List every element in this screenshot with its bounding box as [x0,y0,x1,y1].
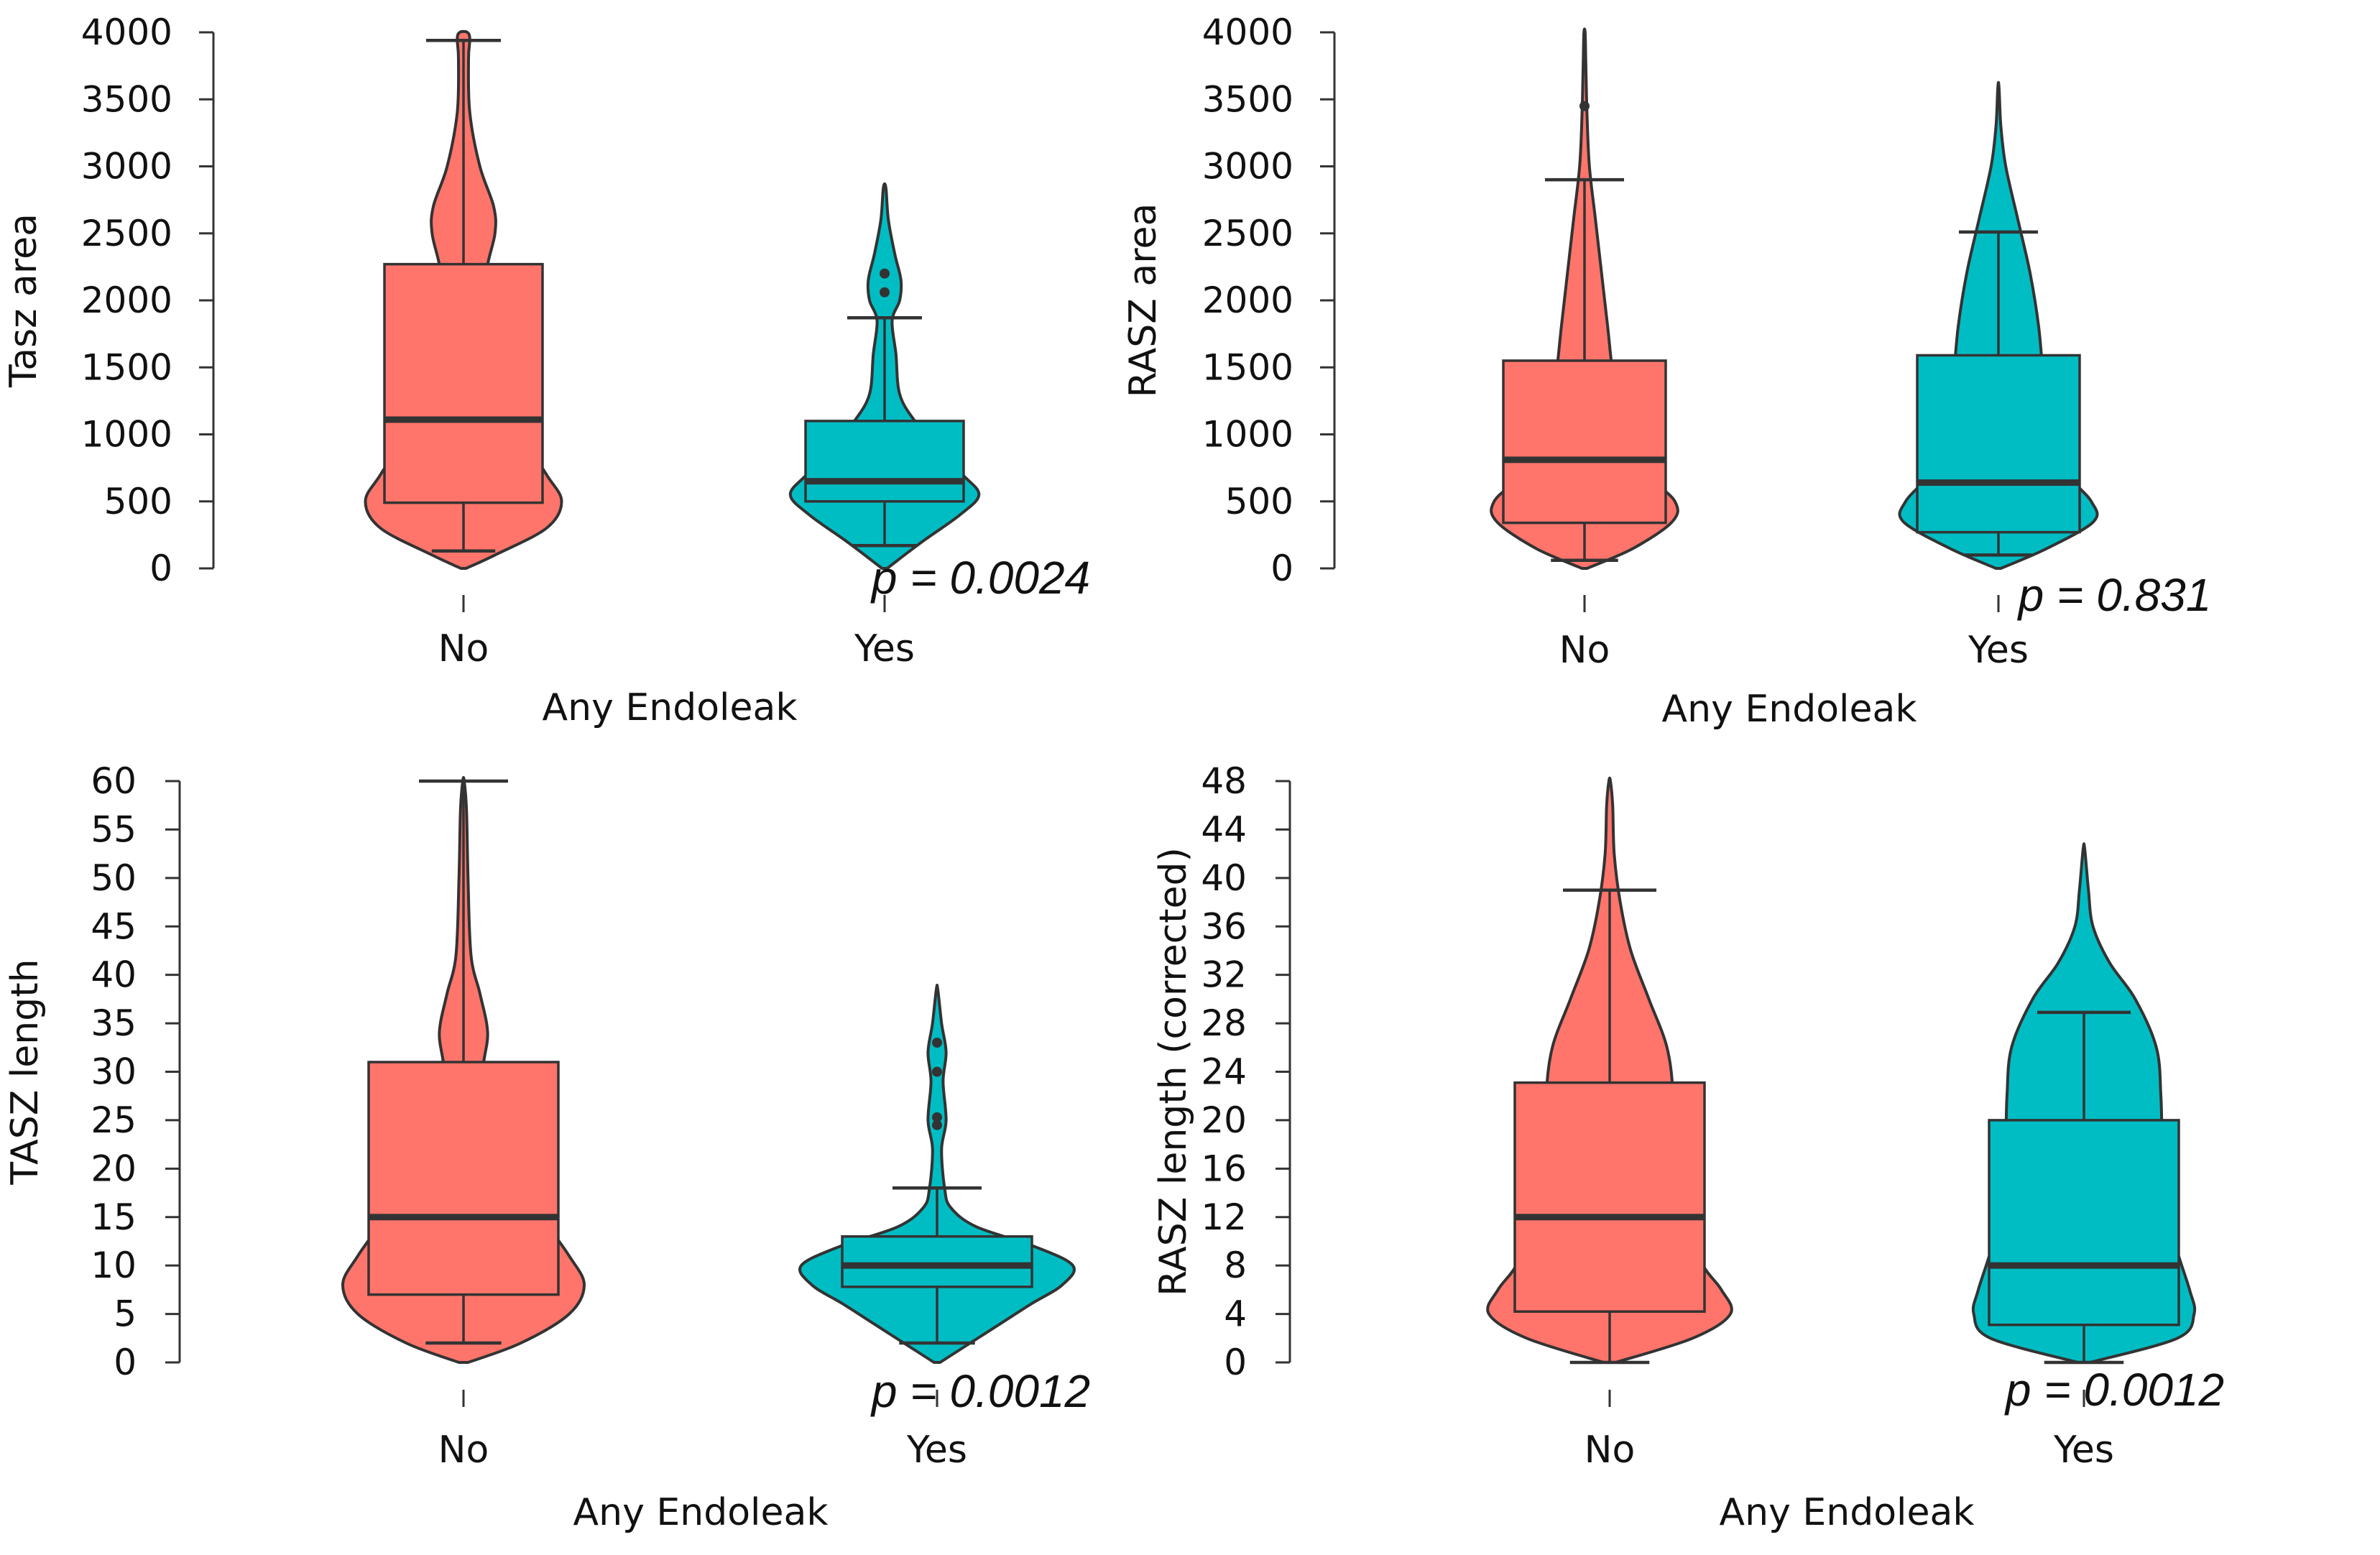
violin-group-no: No [341,775,586,1472]
violin-group-no: No [1490,27,1679,672]
box-iqr [367,1061,560,1296]
x-tick-label-no: No [438,1429,489,1472]
y-tick-label: 1500 [1202,346,1293,388]
outlier-point [932,1112,942,1122]
y-tick-label: 0 [1224,1342,1247,1383]
box-iqr [841,1235,1033,1288]
y-axis-title: RASZ length (corrected) [1152,847,1195,1296]
violin-group-yes: Yes [1971,842,2197,1472]
y-tick-label: 44 [1201,808,1247,850]
y-tick-label: 4000 [1202,11,1293,53]
y-tick-label: 15 [91,1196,137,1238]
y-tick-label: 50 [91,857,137,899]
panel-tasz-length: 0 5 10 15 20 25 30 35 40 45 50 55 60 TASZ length No Yes… [4,760,1090,1534]
outlier-point [932,1066,942,1077]
violin-group-no: No [364,29,563,670]
y-tick-label: 36 [1201,905,1247,947]
outlier-point [880,287,890,297]
y-tick-label: 10 [91,1245,137,1286]
box-iqr [1502,359,1667,525]
y-tick-label: 3000 [1202,146,1293,188]
x-tick-label-yes: Yes [1968,629,2029,672]
violin-group-yes: Yes [788,182,981,670]
x-axis-title: Any Endoleak [1720,1491,1975,1534]
y-tick-label: 45 [91,905,137,947]
x-tick-label-no: No [1585,1429,1636,1472]
x-axis-title: Any Endoleak [573,1491,829,1534]
y-tick-label: 4000 [81,11,172,53]
y-tick-label: 500 [1225,481,1293,522]
y-tick-label: 4 [1224,1293,1247,1335]
y-tick-label: 35 [91,1002,137,1044]
y-tick-label: 8 [1224,1245,1247,1286]
outlier-point [932,1120,942,1130]
x-tick-label-no: No [438,627,489,670]
y-tick-label: 16 [1201,1148,1247,1189]
y-tick-label: 24 [1201,1051,1247,1093]
y-tick-label: 20 [1201,1099,1247,1141]
box-iqr [383,262,544,504]
outlier-point [1579,101,1590,111]
violin-group-yes: Yes [1898,80,2099,672]
y-axis-title: TASZ length [4,959,47,1185]
y-tick-label: 1000 [81,414,172,456]
y-tick-label: 25 [91,1099,137,1141]
outlier-point [880,268,890,279]
p-value-annotation: p = 0.0012 [2004,1364,2224,1416]
box-iqr [1988,1119,2180,1326]
y-axis-title: RASZ area [1122,203,1165,398]
panel-tasz-area: 0 500 1000 1500 2000 2500 3000 3500 4000 Tasz are… [2,11,1090,729]
x-tick-label-no: No [1559,629,1610,672]
p-value-annotation: p = 0.0024 [870,552,1090,604]
box-iqr [1916,354,2081,534]
x-axis-title: Any Endoleak [1662,688,1917,731]
y-tick-label: 32 [1201,954,1247,996]
y-tick-label: 40 [1201,857,1247,899]
p-value-annotation: p = 0.831 [2017,569,2212,621]
y-tick-label: 3500 [81,78,172,120]
box-iqr [804,420,965,503]
y-tick-label: 500 [104,481,172,522]
y-tick-label: 40 [91,954,137,996]
violin-group-yes: Yes [798,983,1076,1472]
y-tick-label: 5 [114,1293,137,1335]
y-tick-label: 2500 [81,213,172,254]
x-tick-label-yes: Yes [2053,1429,2114,1472]
y-tick-label: 0 [149,548,172,589]
y-tick-label: 0 [1270,548,1293,589]
p-value-annotation: p = 0.0012 [870,1365,1090,1417]
y-tick-label: 2000 [81,280,172,321]
box-iqr [1513,1081,1706,1313]
violin-group-no: No [1486,776,1733,1472]
y-tick-label: 12 [1201,1196,1247,1238]
y-tick-label: 30 [91,1051,137,1093]
y-tick-label: 2500 [1202,213,1293,254]
y-tick-label: 3500 [1202,78,1293,120]
y-tick-label: 20 [91,1148,137,1189]
y-tick-label: 1000 [1202,414,1293,456]
y-tick-label: 3000 [81,146,172,188]
x-tick-label-yes: Yes [854,627,915,670]
y-tick-label: 28 [1201,1002,1247,1044]
y-tick-label: 48 [1201,760,1247,802]
x-axis-title: Any Endoleak [543,686,798,729]
y-tick-label: 2000 [1202,280,1293,321]
y-tick-label: 1500 [81,346,172,388]
y-tick-label: 60 [91,760,137,802]
y-axis-title: Tasz area [2,213,45,388]
x-tick-label-yes: Yes [906,1429,967,1472]
y-tick-label: 0 [114,1342,137,1383]
panel-rasz-area: 0 500 1000 1500 2000 2500 3000 3500 4000 RASZ are… [1122,11,2211,731]
y-tick-label: 55 [91,808,137,850]
outlier-point [932,1038,942,1048]
